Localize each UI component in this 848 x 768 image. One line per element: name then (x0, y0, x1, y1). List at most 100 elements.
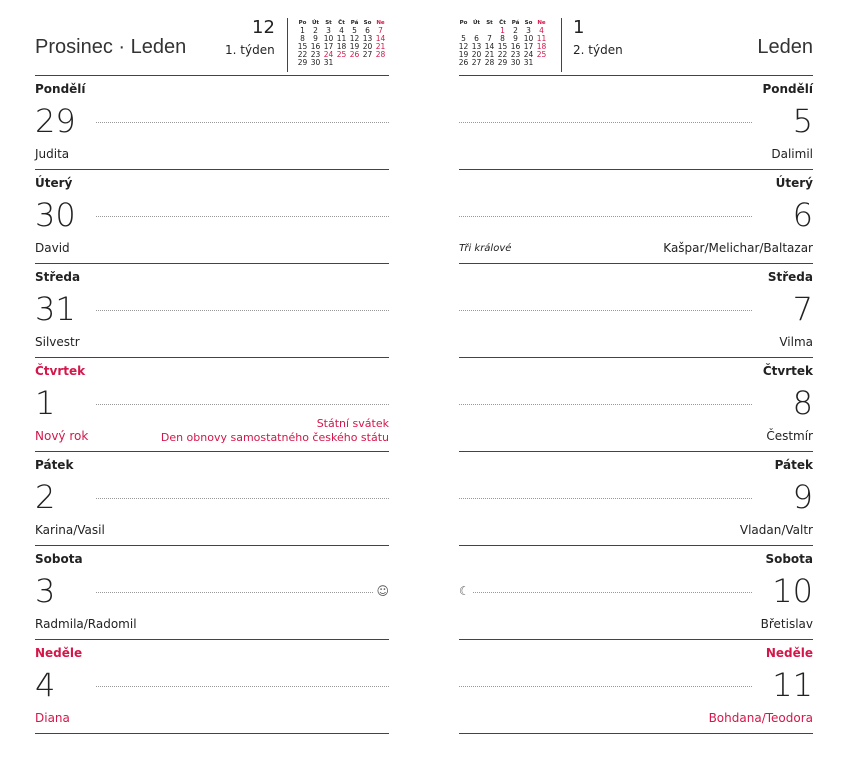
day-number: 9 (792, 478, 813, 516)
weekday-header: Ne (376, 20, 385, 26)
weekday-header: So (524, 20, 533, 26)
mini-calendar-date: 23 (310, 50, 321, 59)
day-block[interactable]: Pátek 9 Vladan/Valtr (459, 452, 813, 546)
writing-line[interactable] (96, 216, 389, 217)
weekday-header: So (363, 20, 372, 26)
day-number: 31 (35, 290, 76, 328)
nameday: Vladan/Valtr (739, 523, 813, 537)
nameday: Judita (35, 147, 70, 161)
writing-line[interactable] (96, 592, 373, 593)
day-number: 8 (792, 384, 813, 422)
weekday-header: Po (298, 20, 307, 26)
writing-line[interactable] (459, 404, 752, 405)
mini-calendar-date (348, 59, 361, 67)
day-block[interactable]: Úterý 6 Kašpar/Melichar/Baltazar Tři králov… (459, 170, 813, 264)
mini-calendar-date: 13 (471, 42, 482, 51)
writing-line[interactable] (459, 122, 752, 123)
writing-line[interactable] (96, 122, 389, 123)
nameday: Nový rok (35, 429, 89, 443)
day-block[interactable]: Neděle 11 Bohdana/Teodora (459, 640, 813, 734)
mini-calendar-date: 3 (526, 26, 531, 35)
mini-calendar-date: 11 (336, 34, 347, 43)
full-moon-icon: ☺ (376, 584, 389, 598)
writing-line[interactable] (96, 404, 389, 405)
nameday: Bohdana/Teodora (708, 711, 813, 725)
mini-calendar-date: 2 (313, 26, 318, 35)
weekday-header: Po (459, 20, 468, 26)
mini-calendar-date (361, 59, 374, 67)
writing-line[interactable] (459, 216, 752, 217)
day-block[interactable]: Pondělí 29 Judita (35, 76, 389, 170)
day-block[interactable]: Čtvrtek 8 Čestmír (459, 358, 813, 452)
day-number: 2 (35, 478, 56, 516)
day-name: Pátek (774, 458, 813, 472)
writing-line[interactable] (459, 686, 752, 687)
mini-calendar-date: 28 (484, 58, 495, 67)
weekday-header: Pá (511, 20, 520, 26)
nameday: Vilma (779, 335, 813, 349)
divider (561, 18, 562, 72)
nameday: David (35, 241, 70, 255)
writing-line[interactable] (459, 498, 752, 499)
mini-calendar-date: 20 (362, 42, 373, 51)
nameday: Břetislav (760, 617, 813, 631)
day-block[interactable]: Úterý 30 David (35, 170, 389, 264)
mini-calendar-date: 1 (300, 26, 305, 35)
crescent-moon-icon: ☾ (459, 584, 470, 598)
writing-line[interactable] (96, 310, 389, 311)
mini-calendar-date: 4 (539, 26, 544, 35)
day-number: 29 (35, 102, 76, 140)
day-block[interactable]: Středa 7 Vilma (459, 264, 813, 358)
mini-calendar-date: 2 (513, 26, 518, 35)
weekday-header: Ne (537, 20, 546, 26)
mini-calendar-date: 24 (523, 50, 534, 59)
day-block[interactable]: Čtvrtek 1 Nový rok Státní svátek Den obnovy … (35, 358, 389, 452)
day-block[interactable]: Sobota 3 Radmila/Radomil ☺ (35, 546, 389, 640)
weekday-header: Pá (350, 20, 359, 26)
mini-calendar-date: 30 (310, 58, 321, 67)
writing-line[interactable] (96, 686, 389, 687)
day-name: Čtvrtek (35, 364, 86, 378)
day-block[interactable]: Sobota 10 Břetislav ☾ (459, 546, 813, 640)
day-block[interactable]: Pondělí 5 Dalimil (459, 76, 813, 170)
nameday: Diana (35, 711, 70, 725)
mini-calendar-date: 14 (484, 42, 495, 51)
mini-calendar-date: 4 (339, 26, 344, 35)
day-block[interactable]: Pátek 2 Karina/Vasil (35, 452, 389, 546)
mini-calendar-date: 31 (323, 58, 334, 67)
mini-calendar-date: 27 (362, 50, 373, 59)
writing-line[interactable] (459, 310, 752, 311)
nameday: Kašpar/Melichar/Baltazar (663, 241, 813, 255)
day-name: Neděle (35, 646, 83, 660)
mini-calendar-date: 16 (510, 42, 521, 51)
holiday-note: Tři králové (459, 243, 512, 254)
mini-calendar-date: 22 (497, 50, 508, 59)
weekday-header: St (325, 20, 332, 26)
day-name: Pátek (35, 458, 74, 472)
divider (287, 18, 288, 72)
day-block[interactable]: Neděle 4 Diana (35, 640, 389, 734)
mini-calendar-date: 6 (365, 26, 370, 35)
day-number: 30 (35, 196, 76, 234)
month-title: Prosinec · Leden (35, 36, 187, 58)
weekday-header: St (486, 20, 493, 26)
mini-calendar-date: 23 (510, 50, 521, 59)
day-number: 4 (35, 666, 56, 704)
nameday: Karina/Vasil (35, 523, 105, 537)
day-name: Sobota (765, 552, 813, 566)
writing-line[interactable] (96, 498, 389, 499)
mini-calendar-date: 22 (297, 50, 308, 59)
mini-calendar-date: 31 (523, 58, 534, 67)
mini-calendar-date: 14 (375, 34, 386, 43)
weekday-header: Út (472, 20, 481, 26)
writing-line[interactable] (473, 592, 752, 593)
nameday: Radmila/Radomil (35, 617, 137, 631)
mini-calendar-date: 8 (500, 34, 505, 43)
mini-calendar-date: 12 (349, 34, 360, 43)
mini-calendar-date: 15 (297, 42, 308, 51)
day-block[interactable]: Středa 31 Silvestr (35, 264, 389, 358)
mini-calendar-date: 9 (513, 34, 518, 43)
day-name: Čtvrtek (762, 364, 813, 378)
day-name: Středa (767, 270, 813, 284)
mini-calendar-date: 8 (300, 34, 305, 43)
